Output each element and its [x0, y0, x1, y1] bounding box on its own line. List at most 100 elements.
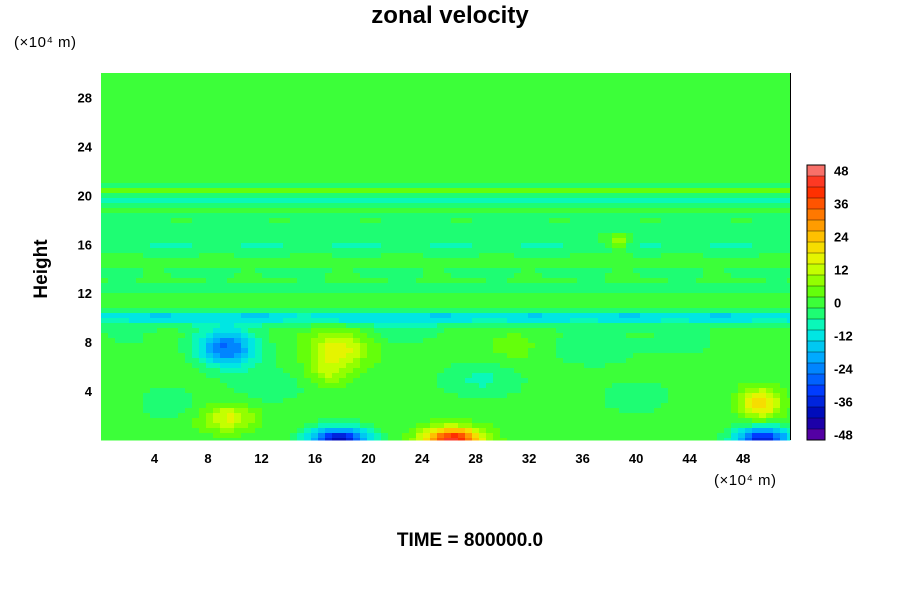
heatmap-cell: [500, 218, 508, 224]
heatmap-cell: [766, 118, 774, 124]
heatmap-cell: [430, 118, 438, 124]
heatmap-cell: [451, 168, 459, 174]
heatmap-cell: [668, 183, 676, 189]
heatmap-cell: [675, 188, 683, 194]
heatmap-cell: [661, 123, 669, 129]
heatmap-cell: [444, 113, 452, 119]
heatmap-cell: [731, 93, 739, 99]
heatmap-cell: [227, 303, 235, 309]
heatmap-cell: [192, 238, 200, 244]
heatmap-cell: [164, 178, 172, 184]
heatmap-cell: [150, 308, 158, 314]
heatmap-cell: [388, 238, 396, 244]
heatmap-cell: [465, 193, 473, 199]
heatmap-cell: [367, 113, 375, 119]
heatmap-cell: [773, 228, 781, 234]
heatmap-cell: [297, 248, 305, 254]
heatmap-cell: [647, 308, 655, 314]
heatmap-cell: [136, 298, 144, 304]
heatmap-cell: [381, 143, 389, 149]
heatmap-cell: [241, 148, 249, 154]
heatmap-cell: [584, 308, 592, 314]
heatmap-cell: [773, 288, 781, 294]
heatmap-cell: [164, 268, 172, 274]
heatmap-cell: [325, 323, 333, 329]
heatmap-cell: [388, 263, 396, 269]
heatmap-cell: [633, 258, 641, 264]
heatmap-cell: [738, 103, 746, 109]
heatmap-cell: [521, 313, 529, 319]
heatmap-cell: [318, 83, 326, 89]
heatmap-cell: [346, 218, 354, 224]
heatmap-cell: [535, 243, 543, 249]
heatmap-cell: [234, 118, 242, 124]
heatmap-cell: [416, 308, 424, 314]
heatmap-cell: [339, 313, 347, 319]
heatmap-cell: [584, 148, 592, 154]
heatmap-cell: [661, 248, 669, 254]
heatmap-cell: [101, 203, 109, 209]
heatmap-cell: [787, 213, 791, 219]
heatmap-cell: [122, 293, 130, 299]
heatmap-cell: [689, 238, 697, 244]
heatmap-cell: [724, 233, 732, 239]
heatmap-cell: [297, 218, 305, 224]
heatmap-cell: [234, 188, 242, 194]
heatmap-cell: [241, 268, 249, 274]
heatmap-cell: [136, 108, 144, 114]
heatmap-cell: [423, 298, 431, 304]
heatmap-cell: [241, 238, 249, 244]
heatmap-cell: [535, 238, 543, 244]
heatmap-cell: [766, 168, 774, 174]
heatmap-cell: [570, 108, 578, 114]
heatmap-cell: [500, 223, 508, 229]
heatmap-cell: [269, 138, 277, 144]
heatmap-cell: [577, 93, 585, 99]
heatmap-cell: [311, 188, 319, 194]
heatmap-cell: [591, 303, 599, 309]
heatmap-cell: [598, 233, 606, 239]
heatmap-cell: [605, 113, 613, 119]
heatmap-cell: [591, 83, 599, 89]
heatmap-cell: [577, 173, 585, 179]
heatmap-cell: [374, 193, 382, 199]
heatmap-cell: [570, 183, 578, 189]
heatmap-cell: [710, 123, 718, 129]
heatmap-cell: [150, 148, 158, 154]
heatmap-cell: [297, 298, 305, 304]
heatmap-cell: [402, 78, 410, 84]
heatmap-cell: [605, 228, 613, 234]
heatmap-cell: [220, 108, 228, 114]
heatmap-cell: [661, 193, 669, 199]
heatmap-cell: [591, 133, 599, 139]
heatmap-cell: [514, 148, 522, 154]
heatmap-cell: [465, 98, 473, 104]
heatmap-cell: [213, 143, 221, 149]
heatmap-cell: [206, 273, 214, 279]
heatmap-cell: [143, 83, 151, 89]
heatmap-cell: [227, 263, 235, 269]
heatmap-cell: [276, 93, 284, 99]
heatmap-cell: [640, 293, 648, 299]
heatmap-cell: [129, 118, 137, 124]
heatmap-cell: [374, 198, 382, 204]
heatmap-cell: [647, 123, 655, 129]
heatmap-cell: [647, 153, 655, 159]
heatmap-cell: [703, 228, 711, 234]
heatmap-cell: [136, 138, 144, 144]
heatmap-cell: [213, 243, 221, 249]
heatmap-cell: [675, 128, 683, 134]
heatmap-cell: [122, 248, 130, 254]
heatmap-cell: [346, 128, 354, 134]
heatmap-cell: [206, 178, 214, 184]
heatmap-cell: [535, 248, 543, 254]
heatmap-cell: [206, 228, 214, 234]
heatmap-cell: [493, 138, 501, 144]
heatmap-cell: [675, 248, 683, 254]
heatmap-cell: [171, 148, 179, 154]
heatmap-cell: [241, 168, 249, 174]
heatmap-cell: [703, 178, 711, 184]
heatmap-cell: [773, 113, 781, 119]
heatmap-cell: [696, 128, 704, 134]
heatmap-cell: [633, 193, 641, 199]
